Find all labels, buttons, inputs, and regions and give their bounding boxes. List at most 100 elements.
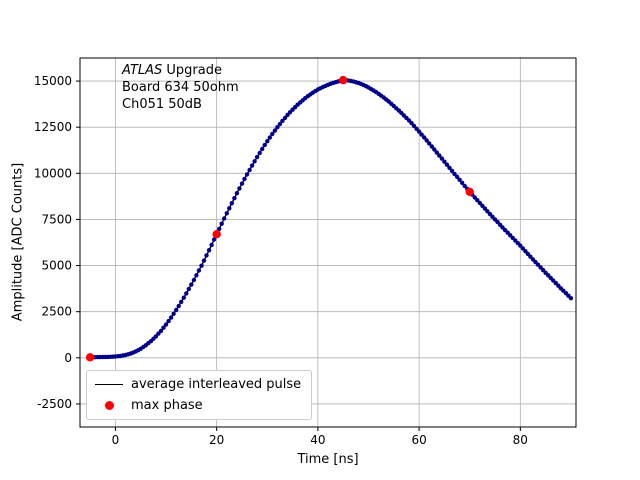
pulse-marker (454, 174, 460, 179)
pulse-marker (409, 120, 414, 126)
pulse-marker (244, 172, 250, 177)
pulse-marker (222, 216, 227, 221)
pulse-marker (229, 201, 234, 206)
legend: average interleaved pulse max phase (86, 370, 313, 420)
pulse-marker (171, 311, 176, 316)
pulse-marker (184, 291, 189, 296)
pulse-marker (434, 150, 439, 155)
annotation-line-2: Board 634 50ohm (122, 80, 239, 95)
pulse-marker (237, 186, 242, 191)
legend-marker-swatch (95, 401, 123, 410)
max-phase-marker (339, 75, 348, 85)
annotation-atlas: ATLAS (122, 63, 163, 78)
pulse-marker (179, 299, 184, 305)
pulse-marker (520, 246, 526, 251)
pulse-marker (174, 307, 179, 313)
pulse-marker (277, 121, 283, 127)
red-dot-icon (104, 401, 114, 410)
pulse-marker (475, 198, 480, 203)
y-tick-label: 15000 (34, 74, 72, 88)
pulse-marker (161, 325, 166, 330)
pulse-marker (427, 141, 432, 146)
black-line-icon (95, 384, 123, 385)
pulse-marker (518, 243, 523, 248)
pulse-marker (480, 203, 485, 208)
pulse-marker (414, 126, 419, 131)
pulse-marker (439, 156, 445, 161)
pulse-marker (181, 295, 186, 300)
pulse-marker (257, 150, 262, 156)
pulse-marker (153, 334, 159, 339)
pulse-marker (265, 139, 270, 144)
pulse-line (90, 79, 572, 358)
pulse-marker (272, 128, 278, 133)
pulse-marker (247, 167, 252, 173)
pulse-marker (252, 159, 257, 164)
y-tick-label: 0 (64, 351, 72, 365)
pulse-marker (189, 282, 194, 287)
legend-item-average-pulse: average interleaved pulse (95, 377, 301, 392)
pulse-marker (199, 263, 204, 268)
pulse-marker (442, 159, 447, 164)
pulse-marker (209, 242, 214, 248)
x-tick-label: 60 (411, 433, 426, 447)
pulse-marker (462, 183, 467, 189)
pulse-marker (459, 180, 465, 185)
y-tick-label: 5000 (41, 259, 72, 273)
pulse-marker (166, 318, 171, 324)
y-tick-label: 10000 (34, 166, 72, 180)
pulse-marker (275, 125, 280, 130)
pulse-marker (163, 322, 169, 327)
pulse-marker (234, 191, 240, 196)
max-phase-marker (465, 187, 474, 196)
pulse-marker (270, 131, 275, 137)
legend-line-swatch (95, 384, 123, 385)
pulse-marker (444, 162, 450, 167)
pulse-marker (267, 135, 272, 140)
legend-item-max-phase: max phase (95, 398, 301, 413)
pulse-marker (262, 142, 267, 148)
pulse-marker (416, 129, 422, 134)
pulse-marker (477, 200, 482, 206)
pulse-marker (452, 171, 457, 177)
pulse-marker (201, 258, 207, 263)
pulse-marker (485, 209, 490, 214)
axes-frame (79, 57, 577, 428)
legend-label: average interleaved pulse (131, 377, 302, 392)
plot-annotation: ATLAS Upgrade Board 634 50ohm Ch051 50dB (122, 62, 239, 113)
pulse-marker (186, 286, 191, 292)
y-tick-label: 7500 (41, 212, 72, 226)
pulse-marker (196, 268, 202, 273)
pulse-marker (525, 251, 531, 257)
x-tick-label: 80 (513, 433, 528, 447)
pulse-marker (204, 253, 209, 258)
pulse-marker (419, 132, 424, 137)
pulse-marker (280, 118, 285, 124)
pulse-marker (217, 226, 222, 232)
pulse-marker (447, 165, 452, 170)
pulse-marker (449, 168, 455, 173)
annotation-line-1: ATLAS Upgrade (122, 62, 239, 79)
legend-label: max phase (131, 398, 203, 413)
pulse-marker (224, 211, 229, 216)
pulse-marker (227, 206, 232, 211)
pulse-marker (239, 181, 245, 186)
pulse-marker (249, 163, 255, 168)
x-tick-label: 40 (310, 433, 325, 447)
annotation-upgrade: Upgrade (162, 63, 222, 78)
pulse-marker (206, 248, 212, 253)
y-axis-label: Amplitude [ADC Counts] (10, 162, 26, 322)
y-tick-label: 12500 (34, 120, 72, 134)
x-axis-label: Time [ns] (297, 452, 359, 467)
pulse-marker (242, 176, 247, 182)
pulse-marker (411, 123, 417, 129)
pulse-marker (282, 115, 288, 121)
pulse-marker (168, 315, 174, 320)
pulse-marker (568, 296, 574, 301)
pulse-marker (260, 146, 265, 152)
y-tick-label: -2500 (37, 397, 72, 411)
pulse-marker (424, 138, 429, 143)
pulse-marker (176, 303, 181, 309)
pulse-marker (191, 277, 197, 283)
